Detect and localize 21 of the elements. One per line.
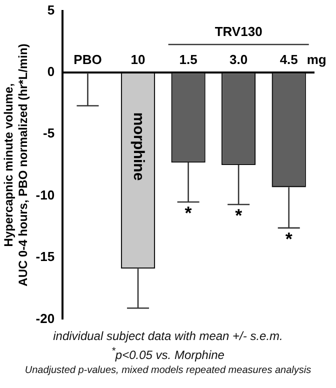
annotation: TRV130 — [214, 24, 262, 40]
annotation: * — [235, 205, 242, 226]
text: individual subject data with mean +/- s.e.m. — [52, 328, 284, 344]
x-tick-label: 3.0 — [230, 52, 248, 68]
annotation: * — [285, 228, 292, 249]
annotation: morphine — [130, 112, 147, 181]
y-axis-title: Hypercapnic minute volume, AUC 0-4 hours, PBO normalized (hr*L/min) — [2, 44, 30, 286]
y-tick-label: -5 — [43, 126, 55, 141]
x-tick-label: 1.5 — [179, 52, 198, 68]
annotation: mg — [306, 52, 326, 68]
y-tick-label: -15 — [36, 249, 55, 264]
y-tick-label: -10 — [36, 187, 55, 202]
x-tick-label: PBO — [74, 52, 102, 68]
y-tick-label: -20 — [36, 310, 55, 326]
y-tick-label: 0 — [47, 64, 55, 80]
x-tick-label: 10 — [130, 52, 146, 68]
y-tick-label: 5 — [47, 2, 55, 18]
text: $^{*}$p<0.05 vs. Morphine — [110, 345, 226, 363]
text: Unadjusted p-values, mixed models repeated measures analysis — [24, 364, 312, 378]
annotation: * — [184, 202, 192, 223]
x-tick-label: 4.5 — [280, 52, 298, 68]
